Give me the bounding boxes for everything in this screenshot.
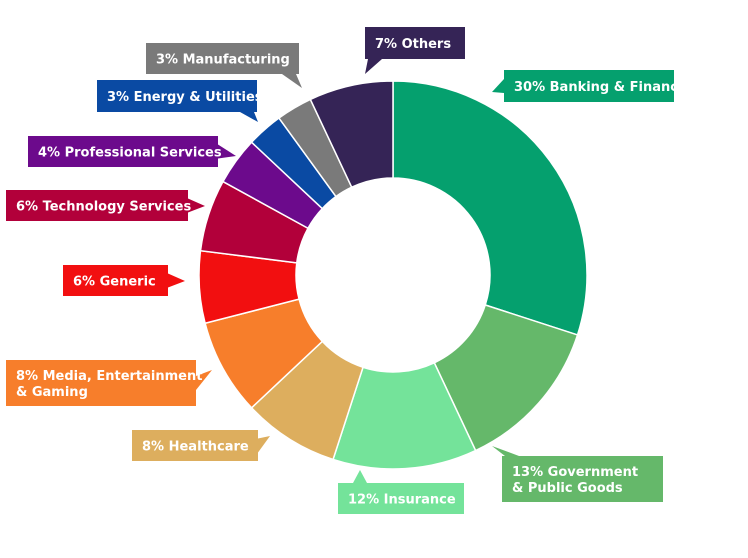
label-box xyxy=(338,483,464,514)
slice-7-others xyxy=(309,80,394,189)
label-box xyxy=(146,43,299,74)
label-box xyxy=(6,190,188,221)
label-box xyxy=(132,430,258,461)
label-6-generic: 6% Generic xyxy=(63,265,185,296)
label-8-media-entertainment-gaming: 8% Media, Entertainment & Gaming xyxy=(6,360,212,406)
label-pointer xyxy=(168,273,185,288)
label-pointer xyxy=(282,74,302,88)
label-7-others: 7% Others xyxy=(365,27,465,74)
label-text: 3% Energy & Utilities xyxy=(107,90,263,105)
slice-30-banking-finance xyxy=(392,80,588,336)
label-text: 6% Generic xyxy=(73,275,156,290)
label-text: 8% Media, Entertainment & Gaming xyxy=(16,369,202,400)
label-13-government-public-goods: 13% Government & Public Goods xyxy=(492,446,663,502)
label-box xyxy=(502,456,663,502)
donut-slices xyxy=(198,80,588,470)
label-box xyxy=(504,70,674,102)
label-box xyxy=(97,80,257,112)
label-pointer xyxy=(188,198,205,213)
label-30-banking-finance: 30% Banking & Finance xyxy=(492,70,687,102)
label-pointer xyxy=(365,59,382,74)
label-8-healthcare: 8% Healthcare xyxy=(132,430,270,461)
label-pointer xyxy=(258,436,270,453)
label-3-energy-utilities: 3% Energy & Utilities xyxy=(97,80,263,122)
label-text: 13% Government & Public Goods xyxy=(512,465,638,496)
label-pointer xyxy=(492,446,519,456)
label-text: 4% Professional Services xyxy=(38,146,222,161)
label-pointer xyxy=(240,112,258,122)
label-pointer xyxy=(218,144,236,159)
label-text: 6% Technology Services xyxy=(16,200,191,215)
label-box xyxy=(63,265,168,296)
label-text: 30% Banking & Finance xyxy=(514,80,687,95)
label-text: 8% Healthcare xyxy=(142,440,249,455)
label-text: 3% Manufacturing xyxy=(156,53,290,68)
label-box xyxy=(28,136,218,167)
label-pointer xyxy=(353,470,367,483)
label-text: 7% Others xyxy=(375,37,451,52)
label-box xyxy=(365,27,465,59)
label-6-technology-services: 6% Technology Services xyxy=(6,190,205,221)
label-box xyxy=(6,360,196,406)
label-pointer xyxy=(492,79,504,93)
label-text: 12% Insurance xyxy=(348,493,456,508)
label-3-manufacturing: 3% Manufacturing xyxy=(146,43,302,88)
label-pointer xyxy=(196,370,212,390)
label-4-professional-services: 4% Professional Services xyxy=(28,136,236,167)
label-12-insurance: 12% Insurance xyxy=(338,470,464,514)
slice-labels: 30% Banking & Finance 13% Government & Pub… xyxy=(6,27,687,514)
